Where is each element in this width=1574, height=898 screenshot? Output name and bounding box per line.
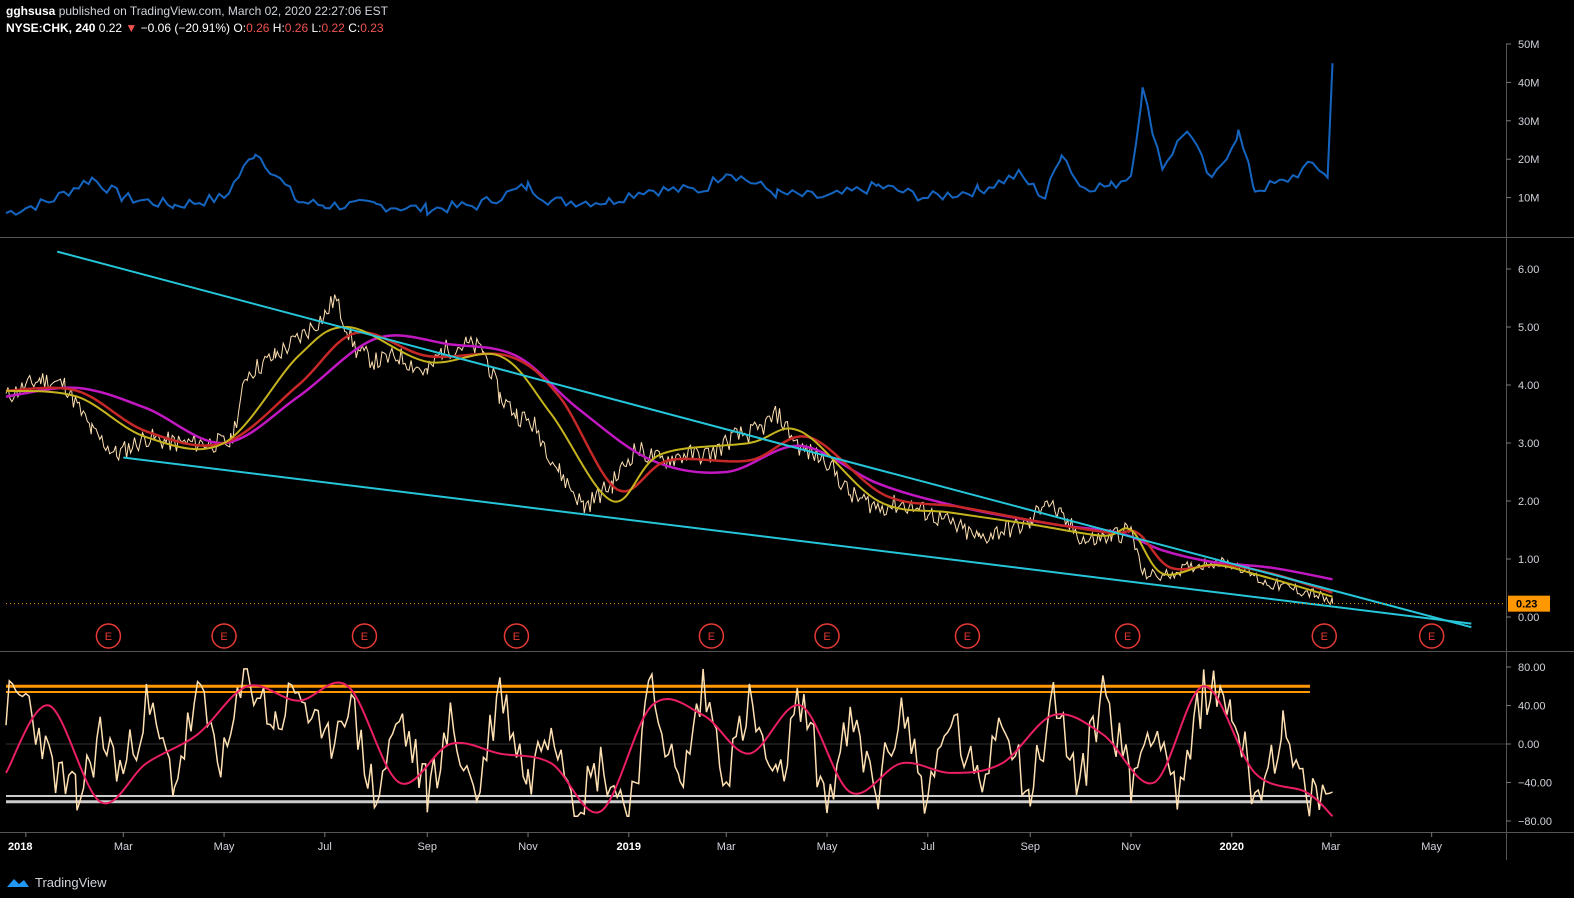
price-tick-label: 3.00 (1518, 438, 1539, 450)
time-tick-label: May (1421, 841, 1442, 853)
earnings-marker[interactable] (211, 623, 237, 649)
low-value: 0.22 (321, 21, 345, 35)
earnings-marker[interactable] (954, 623, 981, 649)
earnings-marker-label: E (220, 631, 227, 643)
volume-line (5, 63, 1334, 217)
time-tick-label: Mar (1321, 841, 1340, 853)
high-label: H: (272, 21, 285, 35)
price-tick-label: 1.00 (1518, 554, 1539, 566)
time-tick-label: 2019 (617, 841, 641, 853)
vol-tick-label: 20M (1518, 154, 1539, 166)
price-tick-label: 6.00 (1518, 264, 1539, 276)
osc-tick-label: −40.00 (1518, 778, 1552, 790)
time-tick-label: Sep (1020, 841, 1040, 853)
time-tick-label: Nov (1121, 841, 1141, 853)
vol-tick-label: 40M (1518, 77, 1539, 89)
price-tick-label: 0.00 (1518, 612, 1539, 624)
last-price-tag (1508, 595, 1550, 612)
osc-tick-label: 40.00 (1518, 701, 1546, 713)
earnings-marker[interactable] (503, 623, 530, 649)
price-tick-label: 5.00 (1518, 322, 1539, 334)
earnings-marker-label: E (823, 631, 830, 643)
osc-tick-label: −80.00 (1518, 816, 1552, 828)
last-value: 0.22 (98, 21, 123, 35)
vol-tick-label: 10M (1518, 193, 1539, 205)
footer: TradingView (6, 875, 107, 890)
earnings-marker-label: E (964, 631, 971, 643)
time-tick-label: May (214, 841, 235, 853)
time-tick-label: Jul (921, 841, 935, 853)
oscillator-line (5, 668, 1333, 817)
tradingview-logo-icon (7, 878, 29, 887)
publish-info: gghsusa published on TradingView.com, Ma… (6, 4, 388, 18)
price-tick-label: 2.00 (1518, 496, 1539, 508)
close-label: C: (348, 21, 361, 35)
earnings-marker[interactable] (351, 623, 378, 649)
time-tick-label: Jul (318, 841, 332, 853)
vol-tick-label: 30M (1518, 116, 1539, 128)
ma-fast-line (5, 325, 1333, 598)
time-tick-label: May (817, 841, 838, 853)
time-tick-label: Mar (114, 841, 133, 853)
osc-tick-label: 0.00 (1518, 739, 1539, 751)
down-arrow-icon: ▼ (125, 21, 138, 35)
time-tick-label: Nov (518, 841, 538, 853)
high-value: 0.26 (284, 21, 309, 35)
time-tick-label: Sep (417, 841, 437, 853)
earnings-marker-label: E (1428, 631, 1435, 643)
trendline-upper[interactable] (56, 250, 1472, 629)
author[interactable]: gghsusa (6, 4, 56, 18)
earnings-marker-label: E (513, 631, 520, 643)
price-tick-label: 4.00 (1518, 380, 1539, 392)
earnings-marker[interactable] (1311, 623, 1338, 649)
close-value: 0.23 (360, 21, 384, 35)
earnings-marker[interactable] (1418, 623, 1445, 649)
earnings-marker[interactable] (95, 623, 122, 649)
earnings-marker-label: E (1321, 631, 1328, 643)
earnings-marker-label: E (105, 631, 112, 643)
last-price-label: 0.23 (1516, 599, 1537, 611)
earnings-marker-label: E (1124, 631, 1131, 643)
open-value: 0.26 (246, 21, 270, 35)
published-text: published on TradingView.com, March 02, … (58, 4, 389, 18)
earnings-marker[interactable] (814, 623, 840, 649)
earnings-marker[interactable] (698, 623, 725, 649)
ma-mid-line (5, 330, 1333, 594)
time-tick-label: Mar (717, 841, 736, 853)
time-tick-label: 2020 (1220, 841, 1244, 853)
signal-line (5, 681, 1334, 817)
symbol[interactable]: NYSE:CHK, 240 (6, 21, 96, 35)
earnings-marker[interactable] (1114, 623, 1141, 649)
open-label: O: (233, 21, 247, 35)
symbol-legend: NYSE:CHK, 240 0.22 ▼ −0.06 (−20.91%) O:0… (6, 21, 384, 35)
trendline-lower[interactable] (123, 456, 1472, 625)
earnings-marker-label: E (708, 631, 715, 643)
brand-name[interactable]: TradingView (35, 875, 107, 890)
osc-tick-label: 80.00 (1518, 662, 1546, 674)
low-label: L: (311, 21, 322, 35)
change-value: −0.06 (−20.91%) (140, 21, 231, 35)
time-tick-label: 2018 (8, 841, 32, 853)
vol-tick-label: 50M (1518, 39, 1539, 51)
ma-slow-line (5, 334, 1333, 581)
earnings-marker-label: E (361, 631, 368, 643)
